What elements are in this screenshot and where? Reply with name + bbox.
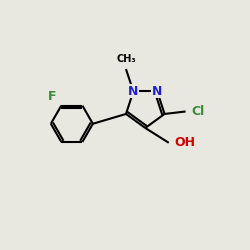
- Text: OH: OH: [174, 136, 195, 149]
- Text: CH₃: CH₃: [116, 54, 136, 64]
- Text: F: F: [48, 90, 56, 103]
- Text: Cl: Cl: [191, 105, 204, 118]
- Text: N: N: [128, 85, 138, 98]
- Text: N: N: [152, 85, 162, 98]
